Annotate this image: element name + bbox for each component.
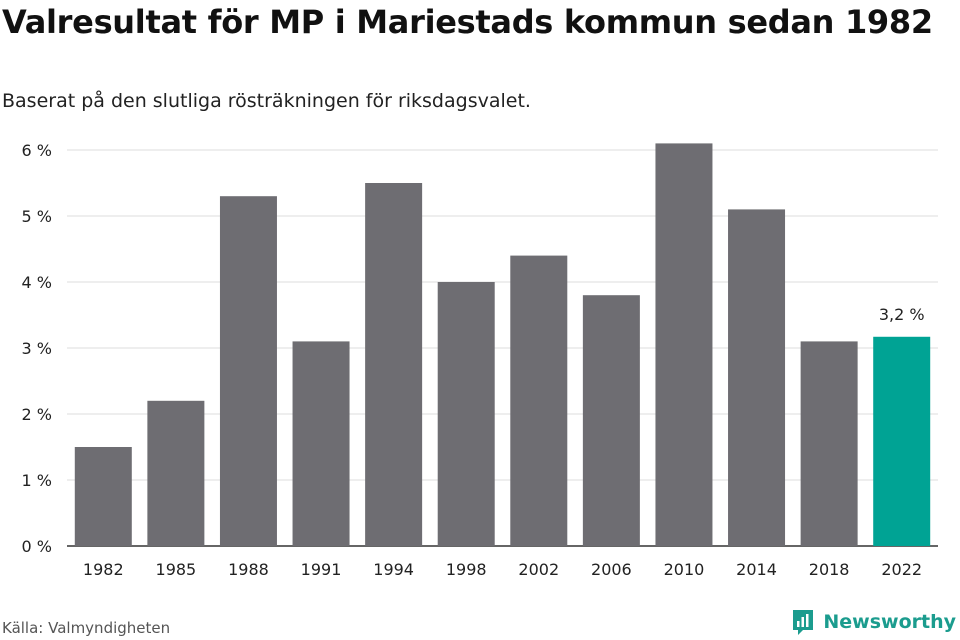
y-tick-label: 0 % [22, 537, 52, 556]
x-tick-label: 2014 [736, 560, 777, 579]
bar-1988 [219, 196, 277, 546]
y-tick-label: 1 % [22, 471, 52, 490]
y-tick-label: 2 % [22, 405, 52, 424]
brand-name: Newsworthy [823, 611, 956, 633]
y-tick-label: 5 % [22, 207, 52, 226]
bar-1998 [437, 282, 495, 546]
bar-2002 [510, 255, 568, 546]
x-tick-label: 1985 [156, 560, 197, 579]
bar-2010 [655, 143, 713, 546]
chart-subtitle: Baserat på den slutliga rösträkningen fö… [2, 90, 531, 112]
bar-1982 [74, 447, 132, 546]
x-tick-label: 2010 [664, 560, 705, 579]
data-label: 3,2 % [879, 305, 925, 324]
bar-1991 [292, 341, 350, 546]
bar-2014 [728, 209, 786, 546]
newsworthy-logo-icon [793, 610, 814, 635]
bar-1985 [147, 400, 205, 546]
x-tick-label: 2006 [591, 560, 632, 579]
source-note: Källa: Valmyndigheten [2, 619, 171, 637]
x-tick-label: 1991 [301, 560, 342, 579]
chart-title: Valresultat för MP i Mariestads kommun s… [2, 3, 933, 41]
x-tick-label: 2022 [881, 560, 922, 579]
bars [74, 143, 931, 546]
y-tick-label: 3 % [22, 339, 52, 358]
x-tick-label: 1998 [446, 560, 487, 579]
bar-2018 [800, 341, 858, 546]
bar-2022 [873, 336, 931, 546]
bar-chart: 0 % 1 % 2 % 3 % 4 % 5 % 6 % 1982 1985 1988 1991 199… [22, 141, 938, 579]
grid-lines [67, 149, 938, 547]
y-tick-label: 6 % [22, 141, 52, 160]
x-tick-label: 1982 [83, 560, 124, 579]
y-tick-label: 4 % [22, 273, 52, 292]
bar-1994 [365, 183, 423, 546]
newsworthy-brand[interactable]: Newsworthy [791, 607, 956, 637]
bar-2006 [582, 295, 640, 546]
labels: 0 % 1 % 2 % 3 % 4 % 5 % 6 % 1982 1985 1988 1991 199… [22, 141, 925, 579]
x-tick-label: 2002 [518, 560, 559, 579]
x-tick-label: 2018 [809, 560, 850, 579]
x-tick-label: 1994 [373, 560, 414, 579]
x-tick-label: 1988 [228, 560, 269, 579]
